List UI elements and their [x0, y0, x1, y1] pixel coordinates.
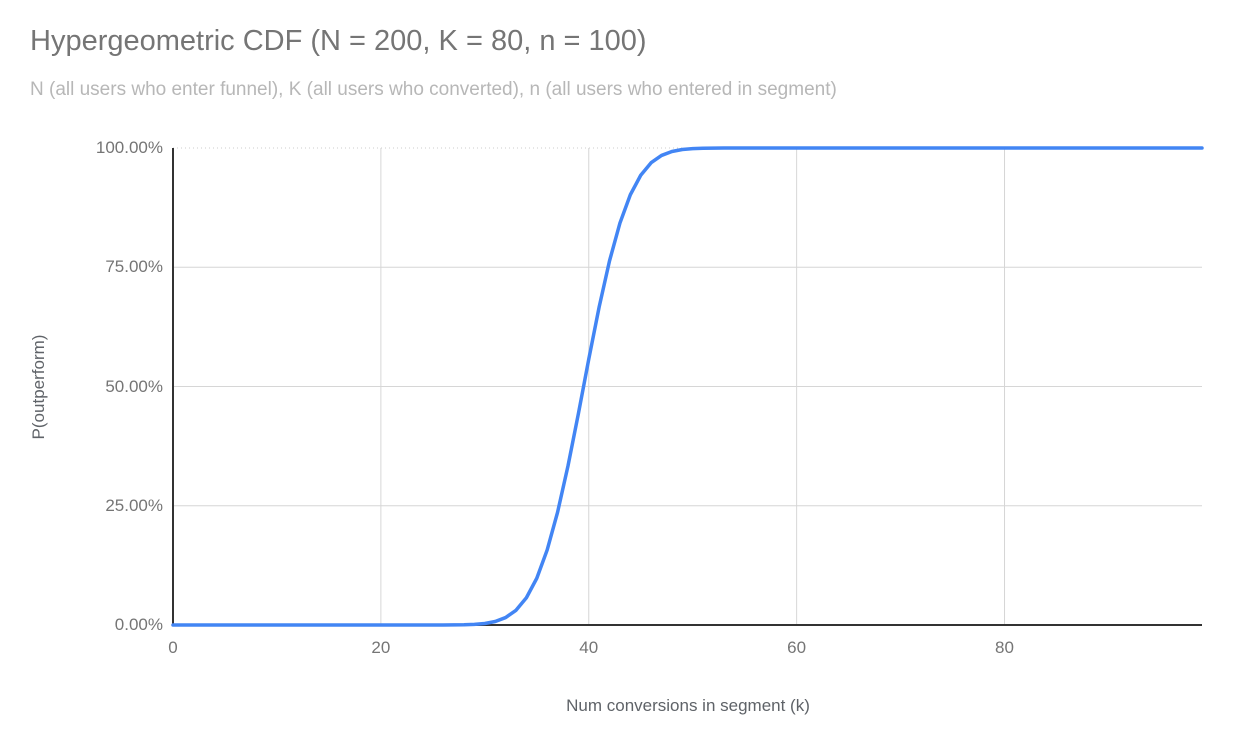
x-axis-title: Num conversions in segment (k): [566, 696, 810, 715]
x-tick-label: 80: [995, 638, 1014, 657]
chart-title: Hypergeometric CDF (N = 200, K = 80, n =…: [30, 25, 647, 57]
chart-subtitle: N (all users who enter funnel), K (all u…: [30, 79, 837, 100]
y-tick-label: 25.00%: [105, 495, 163, 515]
y-tick-label: 50.00%: [105, 376, 163, 396]
x-tick-label: 0: [168, 638, 178, 657]
x-tick-label: 40: [579, 638, 599, 657]
cdf-curve: [171, 146, 1204, 627]
x-tick-label: 60: [787, 638, 807, 657]
y-tick-label: 0.00%: [114, 615, 163, 634]
y-tick-label: 100.00%: [95, 138, 163, 157]
y-tick-label: 75.00%: [105, 257, 163, 277]
x-tick-label: 20: [371, 638, 391, 657]
